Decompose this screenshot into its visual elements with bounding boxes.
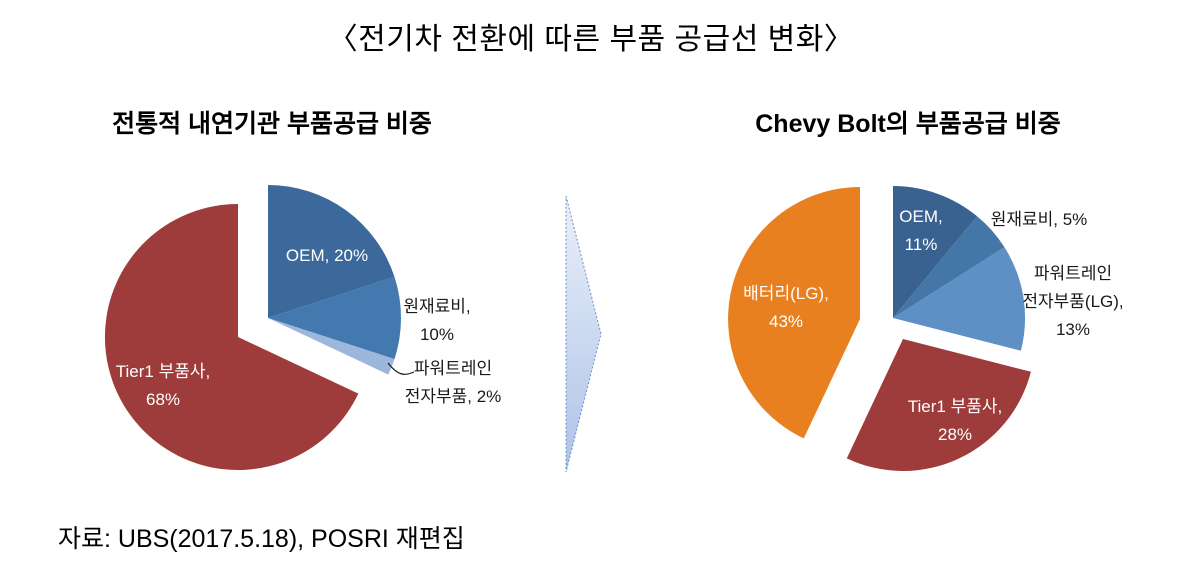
pie-label-line: OEM, xyxy=(899,207,943,226)
pie-label-line: 전자부품, 2% xyxy=(404,387,502,406)
pie-label-line: 11% xyxy=(904,235,938,254)
pie-label-ice-tier1-suppliers: Tier1 부품사, 68% xyxy=(116,358,210,414)
right-arrow-shape xyxy=(565,195,602,473)
pie-label-line: Tier1 부품사, xyxy=(907,397,1003,416)
pie-label-line: 전자부품(LG), xyxy=(1022,292,1124,311)
pie-label-line: 28% xyxy=(937,425,973,444)
pie-label-chevy-bolt-battery-lg: 배터리(LG), 43% xyxy=(743,280,829,336)
pie-label-line: 원재료비, 5% xyxy=(990,210,1088,229)
pie-slice-chevy-bolt-oem xyxy=(893,186,978,318)
pie-label-line: 43% xyxy=(768,312,804,331)
pie-label-line: 파워트레인 xyxy=(1033,264,1113,283)
pie-label-line: 배터리(LG), xyxy=(743,284,829,303)
pie-label-line: Tier1 부품사, xyxy=(115,362,211,381)
pie-slice-chevy-bolt-battery-lg xyxy=(728,187,860,439)
pie-slice-chevy-bolt-powertrain-electronics-lg xyxy=(893,247,1026,351)
left-chart-title: 전통적 내연기관 부품공급 비중 xyxy=(112,110,432,138)
leader-line-ice xyxy=(387,362,415,375)
pie-label-chevy-bolt-raw-materials: 원재료비, 5% xyxy=(991,206,1088,234)
right-chart-title: Chevy Bolt의 부품공급 비중 xyxy=(755,110,1061,138)
pie-label-line: 원재료비, xyxy=(403,297,471,316)
pie-label-line: 68% xyxy=(145,390,181,409)
pie-label-line: 10% xyxy=(419,325,455,344)
pie-slice-ice-oem xyxy=(268,185,395,318)
pie-slice-ice-powertrain-electronics xyxy=(268,318,395,375)
pie-label-ice-oem: OEM, 20% xyxy=(286,242,368,270)
pie-slice-ice-raw-materials xyxy=(268,276,402,360)
pie-label-line: 13% xyxy=(1055,320,1091,339)
pie-label-ice-raw-materials: 원재료비, 10% xyxy=(403,293,470,349)
pie-label-line: 파워트레인 xyxy=(413,359,493,378)
pie-label-chevy-bolt-oem: OEM, 11% xyxy=(899,203,942,259)
pie-label-line: OEM, 20% xyxy=(285,246,369,265)
pie-slice-ice-tier1-suppliers xyxy=(104,203,359,470)
pie-slice-chevy-bolt-raw-materials xyxy=(893,216,1005,318)
page-title: 〈전기차 전환에 따른 부품 공급선 변화〉 xyxy=(327,23,855,56)
source-note: 자료: UBS(2017.5.18), POSRI 재편집 xyxy=(58,525,465,553)
pie-label-chevy-bolt-tier1-suppliers: Tier1 부품사, 28% xyxy=(908,393,1002,449)
pie-slice-chevy-bolt-tier1-suppliers xyxy=(846,339,1031,471)
transition-arrow xyxy=(565,195,602,473)
